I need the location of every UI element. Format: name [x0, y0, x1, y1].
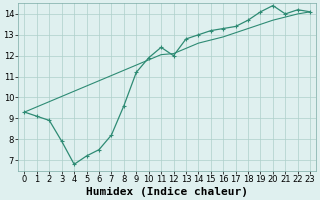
X-axis label: Humidex (Indice chaleur): Humidex (Indice chaleur) [86, 186, 248, 197]
